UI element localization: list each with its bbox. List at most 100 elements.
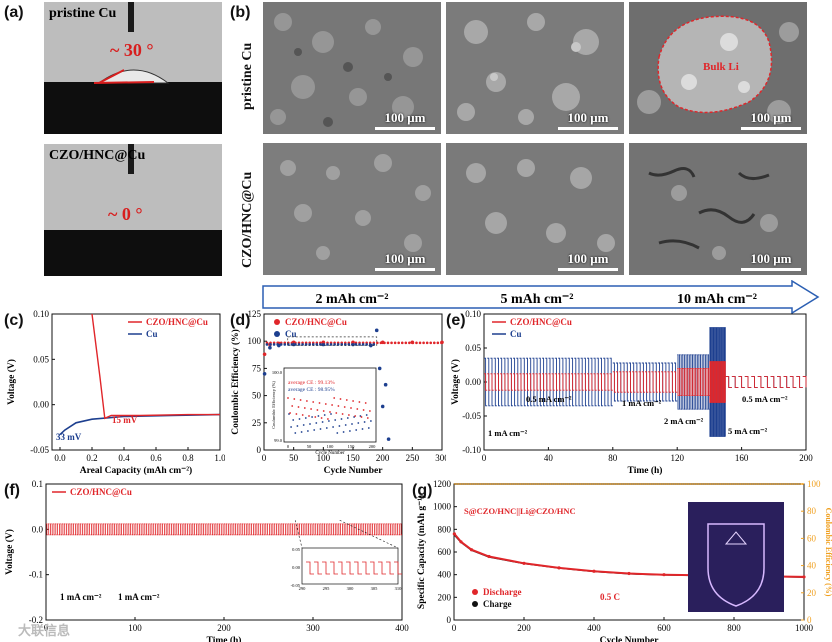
inset-note-cu: average CE : 98.95%: [288, 387, 335, 393]
inset-point-cu: [351, 423, 353, 425]
contact-angle-photo-czo-hnc-cu: CZO/HNC@Cu ~ 0 °: [44, 144, 222, 276]
x-tick-label: 150: [346, 453, 360, 463]
data-point-cu: [283, 343, 287, 346]
inset-point-cu: [355, 429, 358, 431]
scale-bar: 100 μm: [558, 110, 618, 130]
legend-cu-swatch: [274, 331, 280, 337]
inset-point-czo: [331, 404, 333, 406]
inset-point-czo: [327, 418, 329, 420]
inset-point-czo: [293, 398, 296, 400]
series-line-czo-hnc-cu: [725, 376, 807, 388]
inset-y-tick-label: 100.0: [272, 370, 283, 375]
y-tick-label: 0.05: [33, 354, 49, 364]
x-tick-label: 800: [727, 623, 741, 633]
data-point-discharge: [452, 532, 456, 536]
x-tick-label: 0.6: [150, 453, 162, 463]
y2-tick-label: 60: [807, 533, 817, 543]
sem-image-pristine-2mah: 100 μm: [263, 2, 441, 134]
x-axis-label: Cycle Number: [600, 636, 660, 642]
arrow-label-10mah: 10 mAh cm⁻²: [677, 292, 757, 307]
chart-title: S@CZO/HNC||Li@CZO/HNC: [464, 506, 576, 516]
x-tick-label: 0.8: [182, 453, 194, 463]
inset-point-czo: [312, 401, 315, 403]
inset-connector: [339, 519, 399, 549]
inset-point-czo: [341, 413, 344, 415]
data-point-cu: [336, 343, 340, 346]
series-line-czo-hnc-cu: [709, 361, 726, 403]
data-point-czo-hnc-cu: [408, 341, 411, 345]
inset-point-cu: [315, 422, 318, 424]
y-tick-label: 400: [438, 570, 452, 580]
legend-czo-hnc-cu-text: CZO/HNC@Cu: [285, 317, 347, 327]
data-point-discharge: [627, 571, 631, 576]
data-point-cu: [383, 382, 388, 387]
data-point-cu: [290, 343, 294, 346]
panel-label-b: (b): [230, 4, 251, 21]
data-point-czo-hnc-cu: [415, 341, 418, 345]
data-point-cu: [279, 343, 283, 346]
inset-point-cu: [336, 432, 339, 434]
y-tick-label: -0.1: [29, 570, 43, 580]
data-point-cu: [311, 343, 315, 346]
data-point-cu: [272, 343, 276, 346]
inset-y-tick-label: 99.0: [274, 438, 283, 443]
inset-x-tick-label: 100: [327, 444, 335, 449]
inset-point-cu: [313, 429, 316, 431]
legend-cu-text: Cu: [285, 329, 297, 339]
y-tick-label: 0.10: [33, 310, 49, 319]
x-axis-label: Areal Capacity (mAh cm⁻²): [80, 465, 192, 476]
inset-note-czo: average CE : 99.13%: [288, 380, 335, 386]
inset-x-tick-label: 300: [347, 586, 355, 591]
data-point-czo-hnc-cu: [400, 341, 404, 345]
sem-image-czo-2mah: 100 μm: [263, 143, 441, 275]
y-tick-label: 200: [438, 592, 452, 602]
inset-point-czo: [360, 416, 363, 418]
series-line-czo-hnc-cu: [91, 313, 220, 420]
inset-point-czo: [329, 411, 331, 413]
y-tick-label: 600: [438, 547, 452, 557]
inset-series-line: [306, 561, 402, 575]
inset-point-cu: [357, 422, 360, 424]
inset-frame: [283, 367, 377, 443]
inset-point-cu: [309, 423, 311, 425]
x-tick-label: 50: [289, 453, 299, 463]
series-line-czo-hnc-cu: [46, 523, 402, 536]
data-point-czo-hnc-cu: [436, 341, 440, 345]
data-point-cu: [377, 366, 382, 371]
data-point-cu: [358, 343, 361, 346]
scale-bar: 100 μm: [558, 251, 618, 271]
data-point-cu: [268, 345, 272, 350]
inset-point-cu: [317, 415, 320, 417]
inset-point-czo: [318, 402, 321, 404]
legend-discharge-text: Discharge: [483, 587, 522, 597]
watermark-text: 大联信息: [18, 624, 71, 639]
inset-point-czo: [343, 406, 346, 408]
inset-point-cu: [370, 420, 372, 422]
inset-point-czo: [337, 405, 340, 407]
sem-row-label-pristine-cu: pristine Cu: [240, 42, 255, 110]
annotation-rate: 0.5 C: [600, 592, 620, 602]
data-point-cu: [319, 343, 322, 346]
x-tick-label: 300: [306, 623, 320, 633]
inset-point-cu: [325, 427, 328, 429]
data-point-cu: [368, 343, 372, 346]
y-tick-label: -0.10: [462, 445, 481, 455]
inset-point-czo: [335, 412, 338, 414]
annotation-current-density: 5 mA cm⁻²: [728, 426, 768, 436]
y-tick-label: 125: [248, 310, 262, 319]
x-tick-label: 0.0: [54, 453, 66, 463]
y-tick-label: 0.00: [465, 377, 481, 387]
data-point-cu: [297, 343, 301, 346]
inset-point-cu: [321, 421, 324, 423]
y-axis-label: Voltage (V): [6, 359, 17, 405]
annotation-33mv: 33 mV: [56, 432, 82, 442]
inset-point-czo: [364, 402, 367, 404]
x-tick-label: 100: [128, 623, 142, 633]
data-point-cu: [347, 343, 351, 346]
inset-point-cu: [365, 414, 368, 416]
x-tick-label: 160: [735, 453, 749, 463]
inset-point-czo: [366, 417, 369, 419]
panel-label-f: (f): [4, 482, 20, 499]
plot-frame: [51, 313, 221, 451]
inset-point-cu: [302, 424, 305, 426]
